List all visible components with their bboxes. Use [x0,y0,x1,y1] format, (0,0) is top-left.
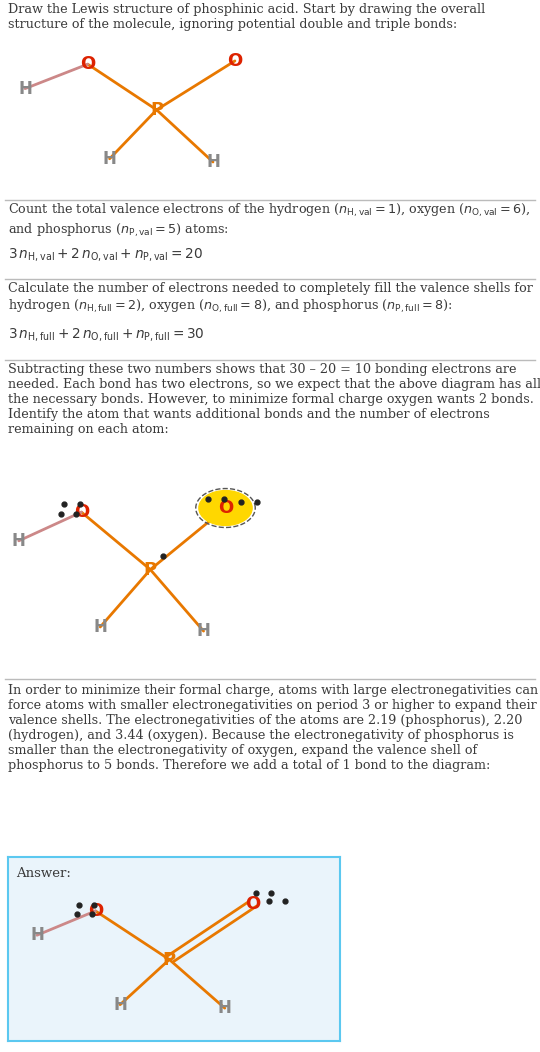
Text: O: O [74,503,89,521]
Text: Subtracting these two numbers shows that 30 – 20 = 10 bonding electrons are
need: Subtracting these two numbers shows that… [8,363,540,436]
Text: Answer:: Answer: [16,867,71,879]
Text: O: O [218,499,233,517]
Text: Calculate the number of electrons needed to completely fill the valence shells f: Calculate the number of electrons needed… [8,282,533,315]
Circle shape [199,490,252,525]
Text: O: O [227,52,242,69]
Text: H: H [18,80,32,98]
Text: $3\,n_{\mathrm{H,full}} + 2\,n_{\mathrm{O,full}} + n_{\mathrm{P,full}} = 30$: $3\,n_{\mathrm{H,full}} + 2\,n_{\mathrm{… [8,326,205,343]
Text: H: H [218,999,232,1017]
Text: H: H [197,622,211,640]
Text: H: H [103,149,117,167]
Text: O: O [88,902,103,919]
Text: Draw the Lewis structure of phosphinic acid. Start by drawing the overall
struct: Draw the Lewis structure of phosphinic a… [8,3,485,32]
Text: H: H [113,995,127,1014]
Text: Count the total valence electrons of the hydrogen ($n_{\mathrm{H,val}} = 1$), ox: Count the total valence electrons of the… [8,202,530,239]
Text: P: P [144,561,157,579]
Text: H: H [12,532,26,550]
Text: P: P [150,101,163,119]
Text: In order to minimize their formal charge, atoms with large electronegativities c: In order to minimize their formal charge… [8,684,538,772]
Text: O: O [245,895,260,913]
Text: H: H [30,926,44,945]
Text: P: P [163,951,176,969]
Text: O: O [80,55,96,74]
Text: $3\,n_{\mathrm{H,val}} + 2\,n_{\mathrm{O,val}} + n_{\mathrm{P,val}} = 20$: $3\,n_{\mathrm{H,val}} + 2\,n_{\mathrm{O… [8,246,203,263]
Text: H: H [206,153,220,171]
Text: H: H [93,618,107,636]
